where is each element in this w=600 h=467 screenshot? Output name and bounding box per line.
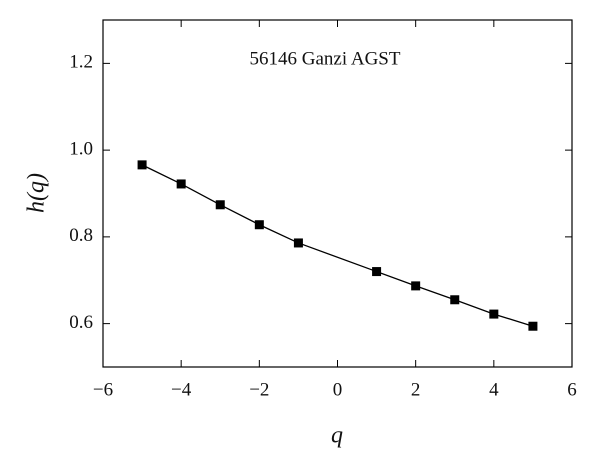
marker <box>215 200 225 210</box>
marker <box>254 220 264 230</box>
x-tick-label: 6 <box>567 379 577 400</box>
y-tick-label: 1.0 <box>69 138 93 159</box>
x-tick-label: 0 <box>333 379 343 400</box>
x-tick-label: −2 <box>249 379 269 400</box>
y-tick-label: 0.6 <box>69 312 93 333</box>
y-tick-label: 0.8 <box>69 225 93 246</box>
marker <box>528 321 538 331</box>
marker <box>372 267 382 277</box>
x-tick-label: 2 <box>411 379 421 400</box>
marker <box>293 238 303 248</box>
x-axis-label: q <box>331 423 343 449</box>
x-tick-label: −4 <box>171 379 192 400</box>
x-tick-label: 4 <box>489 379 499 400</box>
y-axis-label: h(q) <box>24 173 50 213</box>
chart-title: 56146 Ganzi AGST <box>250 48 401 69</box>
series-line <box>141 164 534 327</box>
marker <box>450 295 460 305</box>
marker <box>411 281 421 291</box>
y-tick-label: 1.2 <box>69 52 93 73</box>
marker <box>137 160 147 170</box>
marker <box>489 309 499 319</box>
plot-frame <box>102 19 573 368</box>
marker <box>176 179 186 189</box>
x-tick-label: −6 <box>93 379 113 400</box>
